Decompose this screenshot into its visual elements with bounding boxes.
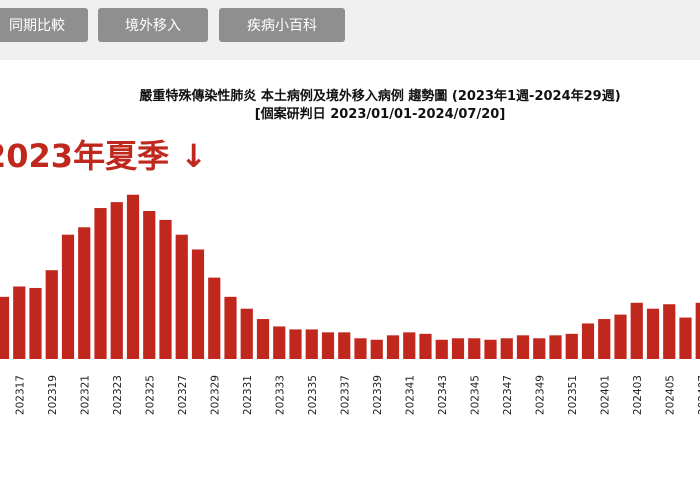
bar-202336 [321,332,335,359]
chart-subtitle: [個案研判日 2023/01/01-2024/07/20] [254,107,506,122]
bar-202405 [663,304,676,359]
bar-202335 [305,329,318,359]
bar-202347 [500,338,513,359]
bar-202337 [338,332,351,359]
x-tick-label-202327: 202327 [177,375,189,415]
top-nav-bar: 同期比較 境外移入 疾病小百科 [0,0,700,60]
bar-202333 [273,326,286,359]
bar-202352 [581,323,595,359]
x-tick-label-202329: 202329 [209,375,221,415]
bar-202329 [208,277,221,359]
bar-202351 [565,333,578,359]
bar-202334 [289,329,302,359]
x-tick-label-202343: 202343 [437,375,449,415]
x-tick-label-202407: 202407 [697,375,700,415]
x-tick-label-202351: 202351 [567,375,579,415]
x-tick-label-202349: 202349 [534,375,546,415]
x-tick-label-202325: 202325 [144,375,156,415]
bar-202407 [695,302,700,359]
x-tick-label-202347: 202347 [502,375,514,415]
x-tick-label-202335: 202335 [307,375,319,415]
bar-202401 [598,319,611,359]
bar-202326 [159,219,172,359]
bar-202339 [370,339,383,359]
bar-202316 [0,296,10,359]
bar-202403 [630,302,643,359]
summer-annotation: 2023年夏季 ↓ [0,137,208,175]
bar-202332 [256,319,270,359]
bar-202330 [224,296,237,359]
bar-202322 [94,208,107,359]
bar-202341 [403,332,416,359]
x-tick-label-202319: 202319 [47,375,59,415]
bar-202320 [61,234,75,359]
bar-202402 [614,314,627,359]
bar-202343 [435,339,448,359]
bar-202327 [175,234,188,359]
bar-202404 [646,308,660,359]
bar-202319 [45,270,58,359]
bar-202340 [386,335,400,359]
imported-cases-button[interactable]: 境外移入 [98,8,208,42]
x-tick-label-202323: 202323 [112,375,124,415]
bar-202406 [679,317,692,359]
x-tick-label-202321: 202321 [79,375,91,415]
bar-202323 [110,202,123,359]
x-tick-label-202337: 202337 [339,375,351,415]
bar-202345 [468,338,481,359]
bar-202338 [354,338,367,359]
bar-202318 [29,287,42,359]
bar-202331 [240,308,253,359]
x-tick-label-202333: 202333 [274,375,286,415]
bar-202328 [191,249,205,359]
bar-202325 [143,211,156,359]
x-tick-label-202339: 202339 [372,375,384,415]
x-tick-label-202345: 202345 [469,375,481,415]
disease-encyclopedia-button[interactable]: 疾病小百科 [219,8,345,42]
bar-202348 [516,335,530,359]
bar-202317 [13,286,26,359]
chart-title-block: 嚴重特殊傳染性肺炎 本土病例及境外移入病例 趨勢圖 (2023年1週-2024年… [0,88,700,124]
bar-202349 [533,338,546,359]
x-tick-label-202405: 202405 [664,375,676,415]
bar-202342 [419,333,432,359]
same-period-compare-button[interactable]: 同期比較 [0,8,88,42]
x-tick-label-202403: 202403 [632,375,644,415]
bar-202324 [126,194,140,359]
x-tick-label-202401: 202401 [599,375,611,415]
bar-202350 [549,335,562,359]
chart-title: 嚴重特殊傳染性肺炎 本土病例及境外移入病例 趨勢圖 (2023年1週-2024年… [139,89,621,104]
bar-202344 [451,338,465,359]
bar-202321 [78,227,91,359]
x-tick-label-202331: 202331 [242,375,254,415]
x-tick-label-202341: 202341 [404,375,416,415]
bar-202346 [484,339,497,359]
x-tick-label-202317: 202317 [14,375,26,415]
